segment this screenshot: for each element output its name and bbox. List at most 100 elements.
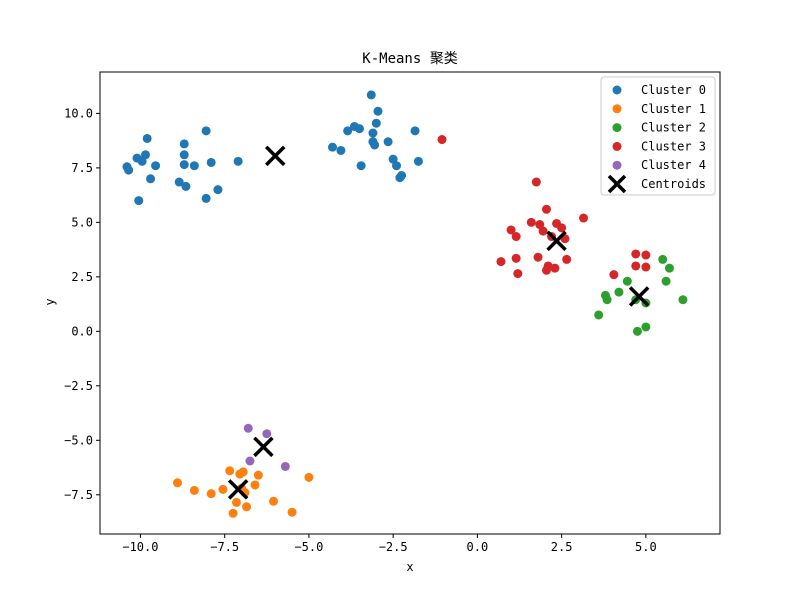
legend-label: Cluster 2 (641, 121, 706, 135)
data-point (225, 466, 235, 476)
data-point (641, 322, 651, 332)
data-point (641, 250, 651, 260)
x-axis-ticks: −10.0 −7.5 −5.0 −2.5 0.0 2.5 5.0 (122, 534, 657, 554)
legend-label: Cluster 4 (641, 158, 706, 172)
data-point (218, 484, 228, 494)
data-point (410, 126, 420, 136)
legend-marker (612, 160, 622, 170)
data-point (189, 161, 199, 171)
data-point (678, 295, 688, 305)
y-axis-label: y (43, 298, 57, 305)
data-point (614, 287, 624, 297)
y-axis-ticks: −7.5 −5.0 −2.5 0.0 2.5 5.0 7.5 10.0 (64, 106, 100, 502)
data-point (437, 135, 447, 145)
data-point (213, 185, 223, 195)
y-tick-label: 5.0 (71, 215, 93, 229)
data-point (631, 249, 641, 259)
data-point (253, 470, 263, 480)
data-point (538, 226, 548, 236)
data-point (383, 137, 393, 147)
data-point (181, 181, 191, 191)
data-point (557, 223, 567, 233)
data-point (371, 118, 381, 128)
legend-marker (612, 104, 622, 114)
legend-box (600, 76, 716, 196)
data-point (513, 269, 523, 279)
data-point (134, 196, 144, 206)
data-point (328, 142, 337, 152)
marks-layer (122, 90, 688, 518)
centroid-marker (227, 479, 249, 500)
data-point (622, 276, 632, 286)
data-point (609, 270, 619, 280)
series-cluster-4 (243, 423, 290, 471)
data-point (206, 157, 216, 167)
data-point (511, 232, 521, 242)
legend-marker (612, 141, 622, 151)
data-point (174, 177, 184, 187)
data-point (140, 150, 150, 160)
chart-title: K-Means 聚类 (362, 51, 457, 67)
data-point (146, 174, 156, 184)
data-point (392, 161, 402, 171)
y-tick-label: −7.5 (64, 488, 93, 502)
legend-marker (607, 174, 627, 194)
data-point (579, 213, 589, 223)
data-point (373, 106, 383, 116)
y-tick-label: 2.5 (71, 270, 93, 284)
data-point (594, 310, 604, 320)
data-point (250, 480, 260, 490)
data-point (245, 456, 255, 466)
data-point (658, 254, 668, 264)
data-point (562, 254, 572, 264)
data-point (602, 295, 612, 305)
data-point (343, 126, 353, 136)
series-cluster-2 (594, 254, 688, 336)
data-point (179, 160, 189, 170)
legend-marker (612, 85, 622, 95)
data-point (632, 326, 642, 336)
data-point (233, 156, 243, 166)
data-point (173, 478, 182, 488)
data-point (531, 177, 541, 187)
x-tick-label: 5.0 (635, 540, 657, 554)
data-point (511, 253, 521, 263)
data-point (242, 502, 252, 512)
data-point (243, 423, 253, 433)
data-point (506, 225, 516, 235)
data-point (631, 261, 641, 271)
y-tick-label: 0.0 (71, 324, 93, 338)
x-tick-label: −2.5 (379, 540, 408, 554)
legend-marker (612, 123, 622, 133)
data-point (124, 165, 134, 175)
data-point (664, 263, 674, 273)
y-tick-label: 7.5 (71, 161, 93, 175)
x-tick-label: −5.0 (294, 540, 323, 554)
axes-frame (99, 71, 721, 535)
legend: Cluster 0 Cluster 1 Cluster 2 Cluster 3 Clus… (600, 76, 716, 196)
series-centroids (227, 145, 650, 500)
data-point (179, 139, 189, 149)
legend-label: Cluster 1 (641, 102, 706, 116)
y-tick-label: 10.0 (64, 106, 93, 120)
data-point (287, 507, 297, 517)
data-point (661, 276, 671, 286)
x-tick-label: 0.0 (467, 540, 489, 554)
centroid-marker (264, 145, 286, 167)
data-point (496, 257, 506, 267)
data-point (228, 508, 238, 518)
data-point (262, 429, 272, 439)
data-point (206, 489, 216, 499)
y-tick-label: −5.0 (64, 433, 93, 447)
legend-label: Cluster 0 (641, 83, 706, 97)
y-tick-label: −2.5 (64, 379, 93, 393)
data-point (142, 133, 152, 143)
series-cluster-0 (122, 90, 423, 206)
data-point (238, 467, 248, 477)
data-point (550, 263, 560, 273)
centroid-marker (253, 436, 274, 458)
data-point (641, 262, 651, 272)
data-point (533, 252, 543, 262)
